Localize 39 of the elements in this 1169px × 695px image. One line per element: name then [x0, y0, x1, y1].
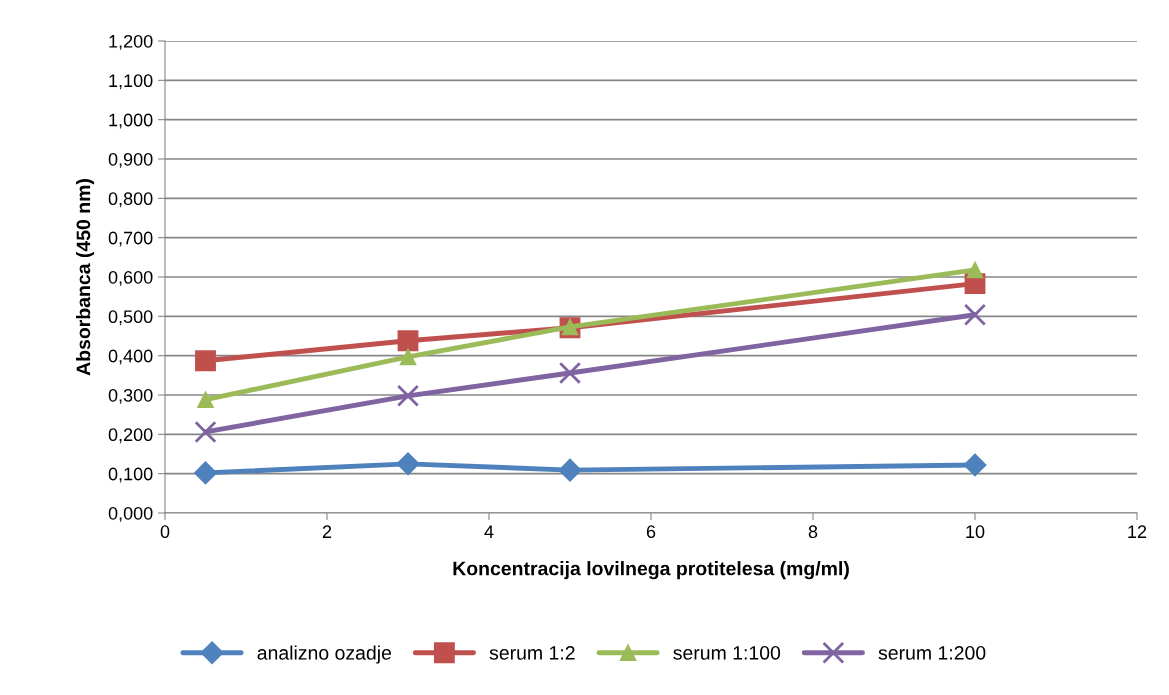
y-axis-title: Absorbanca (450 nm) — [76, 179, 95, 376]
x-tick-label: 10 — [966, 525, 985, 539]
point — [966, 261, 984, 279]
legend-label: serum 1:200 — [878, 645, 986, 660]
x-tick-label: 6 — [646, 525, 656, 539]
x-tick-label: 8 — [808, 525, 818, 539]
y-tick-label: 1,100 — [109, 74, 153, 90]
x-tick-label: 0 — [160, 525, 170, 539]
point — [194, 420, 217, 444]
legend-label: analizno ozadje — [257, 645, 392, 664]
y-tick-label: 0,600 — [108, 270, 153, 286]
y-tick-label: 0,800 — [108, 192, 153, 208]
y-tick-label: 1,000 — [109, 113, 153, 129]
y-tick-label: 0,900 — [108, 152, 153, 168]
x-tick-label: 2 — [322, 525, 332, 538]
x-axis-title: Koncentracija lovilnega protitelesa (mg/ml) — [453, 561, 849, 580]
y-tick-label: 0,400 — [108, 349, 153, 365]
x-tick-label: 12 — [1128, 525, 1147, 538]
y-tick-label: 1,200 — [109, 34, 153, 50]
legend-label: serum 1:2 — [489, 645, 575, 660]
point — [558, 361, 582, 385]
x-tick-label: 4 — [484, 525, 494, 538]
y-tick-label: 0,300 — [108, 388, 153, 404]
point — [399, 348, 417, 366]
y-tick-label: 0,100 — [108, 467, 153, 483]
point — [195, 350, 216, 372]
y-tick-label: 0,500 — [108, 310, 153, 326]
point — [194, 461, 217, 485]
legend-label: serum 1:100 — [673, 645, 781, 660]
y-tick-label: 0,200 — [108, 428, 153, 444]
point — [963, 303, 987, 326]
y-tick-label: 0,000 — [108, 506, 153, 522]
point — [558, 458, 582, 482]
point — [197, 391, 214, 409]
point — [397, 330, 419, 352]
y-tick-label: 0,700 — [108, 231, 153, 247]
point — [396, 452, 420, 476]
point — [963, 453, 987, 477]
point — [396, 384, 420, 407]
